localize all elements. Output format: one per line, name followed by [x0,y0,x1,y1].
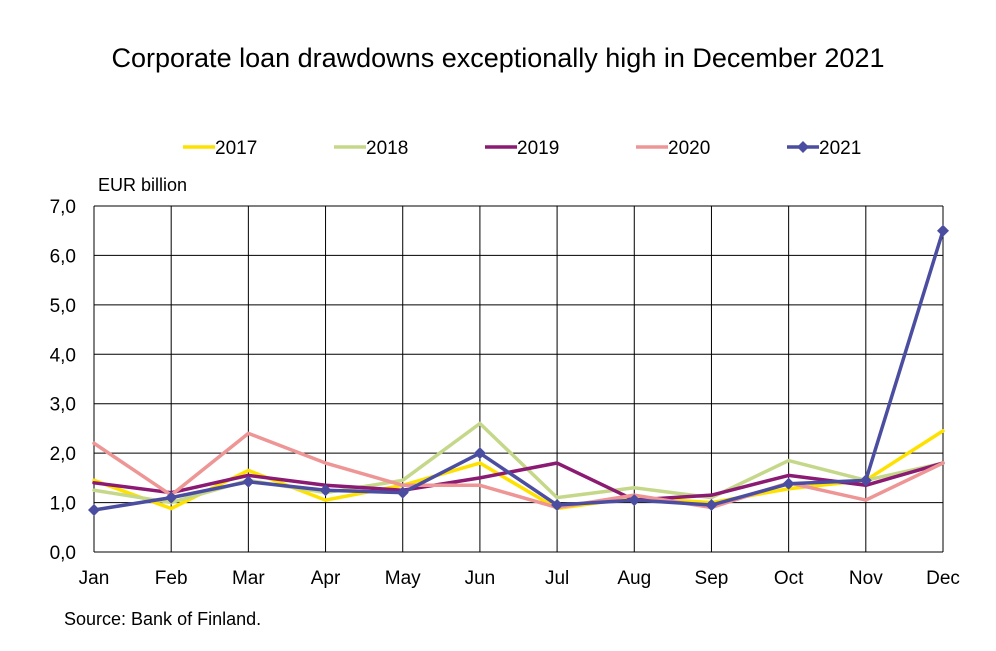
x-tick-label: Nov [849,568,883,589]
legend-item-2021: 2021 [787,138,861,159]
data-point-2021 [473,447,486,460]
x-tick-label: Jun [465,568,496,589]
y-tick-label: 1,0 [50,494,76,515]
legend-label-2021: 2021 [819,138,861,159]
legend-marker-2021 [797,141,809,153]
series-lines [88,224,949,516]
series-line-2018 [92,421,945,505]
axes [93,205,944,553]
legend-item-2017: 2017 [183,138,257,159]
legend-item-2018: 2018 [334,138,408,159]
series-line-2020 [92,431,945,510]
x-tick-label: Feb [155,568,188,589]
x-tick-label: Jan [79,568,110,589]
data-point-2021 [937,224,949,237]
data-point-2021 [782,477,795,490]
x-tick-label: Apr [311,568,341,589]
y-tick-label: 5,0 [50,296,76,317]
y-tick-label: 2,0 [50,444,76,465]
series-line-2019 [92,461,945,502]
legend-label-2019: 2019 [517,138,559,159]
data-point-2021 [628,494,641,507]
data-point-2021 [859,474,872,487]
y-tick-label: 4,0 [50,345,76,366]
series-line-2021 [92,228,945,512]
data-point-2021 [705,499,718,512]
y-axis-label: EUR billion [98,175,187,195]
x-tick-label: Aug [617,568,651,589]
data-point-2021 [242,475,255,488]
data-point-2021 [165,491,178,504]
legend-item-2020: 2020 [636,138,710,159]
x-tick-label: Jul [545,568,569,589]
data-point-2021 [551,499,564,512]
x-tick-label: May [385,568,421,589]
y-tick-label: 3,0 [50,395,76,416]
x-tick-label: Dec [926,568,960,589]
chart-title: Corporate loan drawdowns exceptionally h… [112,43,885,73]
data-point-2021 [319,484,332,497]
x-tick-label: Oct [774,568,804,589]
data-point-2021 [396,486,409,499]
gridlines [94,205,943,552]
legend-label-2018: 2018 [366,138,408,159]
tick-labels: 0,0 1,0 2,0 3,0 4,0 5,0 6,0 7,0 Jan Feb Mar Apr May J… [50,197,960,589]
y-tick-label: 6,0 [50,246,76,267]
source-note: Source: Bank of Finland. [64,609,261,629]
data-point-2021 [88,503,100,516]
legend-label-2017: 2017 [215,138,257,159]
legend: 2017 2018 2019 2020 2021 [183,138,861,159]
y-tick-label: 7,0 [50,197,76,218]
legend-item-2019: 2019 [485,138,559,159]
x-tick-label: Sep [695,568,729,589]
y-tick-label: 0,0 [50,543,76,564]
legend-label-2020: 2020 [668,138,710,159]
x-tick-label: Mar [232,568,265,589]
